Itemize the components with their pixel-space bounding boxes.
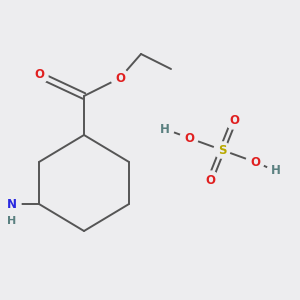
Text: H: H (271, 164, 281, 178)
Text: O: O (184, 131, 194, 145)
Text: H: H (8, 215, 16, 226)
Text: H: H (160, 122, 170, 136)
Circle shape (111, 69, 129, 87)
Circle shape (201, 171, 219, 189)
Text: S: S (218, 143, 226, 157)
Text: O: O (205, 173, 215, 187)
Circle shape (225, 111, 243, 129)
Circle shape (246, 153, 264, 171)
Text: N: N (7, 197, 17, 211)
Text: O: O (229, 113, 239, 127)
Text: O: O (250, 155, 260, 169)
Circle shape (5, 214, 19, 227)
Circle shape (180, 129, 198, 147)
Circle shape (30, 66, 48, 84)
Circle shape (156, 120, 174, 138)
Circle shape (3, 195, 21, 213)
Text: O: O (34, 68, 44, 82)
Text: O: O (115, 71, 125, 85)
Circle shape (214, 142, 230, 158)
Circle shape (267, 162, 285, 180)
